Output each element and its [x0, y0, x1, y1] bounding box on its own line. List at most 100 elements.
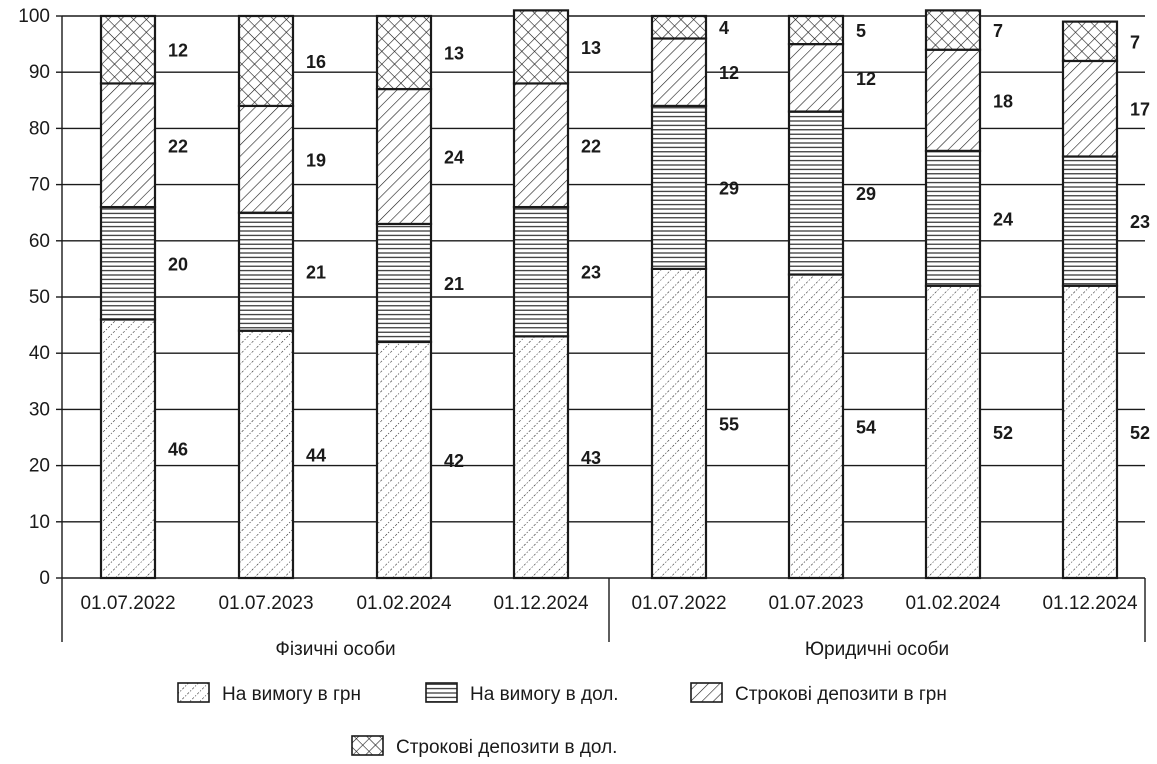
- data-label: 17: [1130, 100, 1150, 120]
- bar-segment: [787, 110, 845, 276]
- bar-segment: [924, 284, 982, 580]
- data-label: 52: [993, 423, 1013, 443]
- y-tick-label: 60: [29, 231, 50, 252]
- legend-item: На вимогу в грн: [177, 682, 361, 705]
- bar-segment: [237, 14, 295, 108]
- group-label: Фізичні особи: [275, 639, 395, 660]
- bar-segment: [237, 211, 295, 332]
- legend-label: На вимогу в дол.: [470, 684, 619, 705]
- group-label: Юридичні особи: [805, 639, 949, 660]
- bar-segment: [787, 42, 845, 113]
- data-label: 22: [168, 136, 188, 156]
- bar-segment: [237, 104, 295, 214]
- x-tick-label: 01.07.2022: [631, 593, 726, 614]
- y-tick-label: 30: [29, 399, 50, 420]
- y-axis: 0 10 20 30 40 50 60 70 80 90 100: [18, 6, 63, 589]
- bar-segment: [924, 149, 982, 287]
- data-label: 19: [306, 150, 326, 170]
- bar-segment: [375, 14, 433, 91]
- legend-swatch: [351, 735, 384, 756]
- legend-label: Строкові депозити в грн: [735, 684, 947, 705]
- data-label: 42: [444, 451, 464, 471]
- data-label: 22: [581, 136, 601, 156]
- bar-segment: [650, 104, 708, 270]
- data-label: 24: [444, 148, 464, 168]
- bar-segment: [512, 9, 570, 85]
- bar-segment: [512, 205, 570, 338]
- data-label: 21: [306, 263, 326, 283]
- bar-segment: [99, 205, 157, 321]
- bar-segment: [650, 37, 708, 108]
- legend-label: Строкові депозити в дол.: [396, 737, 617, 758]
- legend: На вимогу в грн На вимогу в дол. Строкові …: [177, 682, 947, 758]
- y-tick-label: 20: [29, 456, 50, 477]
- bar-segment: [512, 335, 570, 580]
- y-tick-label: 90: [29, 62, 50, 83]
- data-label: 44: [306, 445, 326, 465]
- bar-segment: [375, 340, 433, 580]
- legend-item: Строкові депозити в дол.: [351, 735, 617, 758]
- bar-segment: [99, 82, 157, 209]
- bars: [99, 9, 1119, 580]
- legend-item: Строкові депозити в грн: [690, 682, 947, 705]
- legend-swatch: [177, 682, 210, 703]
- data-label: 7: [993, 21, 1003, 41]
- legend-swatch: [690, 682, 723, 703]
- bar-segment: [375, 87, 433, 226]
- bar-segment: [99, 318, 157, 580]
- data-label: 43: [581, 448, 601, 468]
- grid-lines: [62, 15, 1145, 523]
- data-label: 16: [306, 52, 326, 72]
- data-label: 55: [719, 414, 739, 434]
- data-label: 29: [719, 178, 739, 198]
- x-axis: 01.07.2022 01.07.2023 01.02.2024 01.12.2024…: [61, 577, 1146, 660]
- data-label: 23: [1130, 212, 1150, 232]
- legend-swatch: [425, 682, 458, 703]
- bar-segment: [1061, 59, 1119, 158]
- bar-segment: [924, 9, 982, 51]
- data-labels: 46 20 22 12 44 21 19 16 42 21 24 13 43 23 22 13 55 29 12 4 5…: [168, 18, 1150, 471]
- bar-segment: [650, 14, 708, 40]
- y-tick-label: 100: [18, 6, 50, 27]
- x-tick-label: 01.12.2024: [1042, 593, 1138, 614]
- legend-item: На вимогу в дол.: [425, 682, 619, 705]
- bar-segment: [1061, 155, 1119, 287]
- y-tick-label: 0: [39, 568, 50, 589]
- x-tick-label: 01.02.2024: [356, 593, 452, 614]
- data-label: 12: [856, 69, 876, 89]
- bar-segment: [924, 48, 982, 152]
- y-tick-label: 50: [29, 287, 50, 308]
- data-label: 7: [1130, 32, 1140, 52]
- bar-segment: [99, 14, 157, 85]
- data-label: 52: [1130, 423, 1150, 443]
- x-tick-label: 01.02.2024: [905, 593, 1001, 614]
- bar-segment: [787, 273, 845, 580]
- bar-segment: [237, 329, 295, 580]
- bar-segment: [1061, 20, 1119, 63]
- y-tick-label: 40: [29, 343, 50, 364]
- bar-segment: [375, 222, 433, 344]
- bar-segment: [787, 14, 845, 46]
- data-label: 12: [719, 63, 739, 83]
- x-tick-label: 01.07.2023: [218, 593, 313, 614]
- y-tick-label: 70: [29, 175, 50, 196]
- data-label: 4: [719, 18, 729, 38]
- data-label: 23: [581, 263, 601, 283]
- bar-segment: [512, 82, 570, 209]
- data-label: 20: [168, 254, 188, 274]
- data-label: 54: [856, 417, 876, 437]
- bar-segment: [1061, 284, 1119, 580]
- data-label: 13: [581, 38, 601, 58]
- data-label: 13: [444, 44, 464, 64]
- data-label: 29: [856, 184, 876, 204]
- data-label: 18: [993, 91, 1013, 111]
- y-tick-label: 10: [29, 512, 50, 533]
- x-tick-label: 01.07.2023: [768, 593, 863, 614]
- x-tick-label: 01.07.2022: [80, 593, 175, 614]
- data-label: 24: [993, 209, 1013, 229]
- bar-segment: [650, 267, 708, 580]
- data-label: 12: [168, 41, 188, 61]
- y-tick-label: 80: [29, 118, 50, 139]
- legend-label: На вимогу в грн: [222, 684, 361, 705]
